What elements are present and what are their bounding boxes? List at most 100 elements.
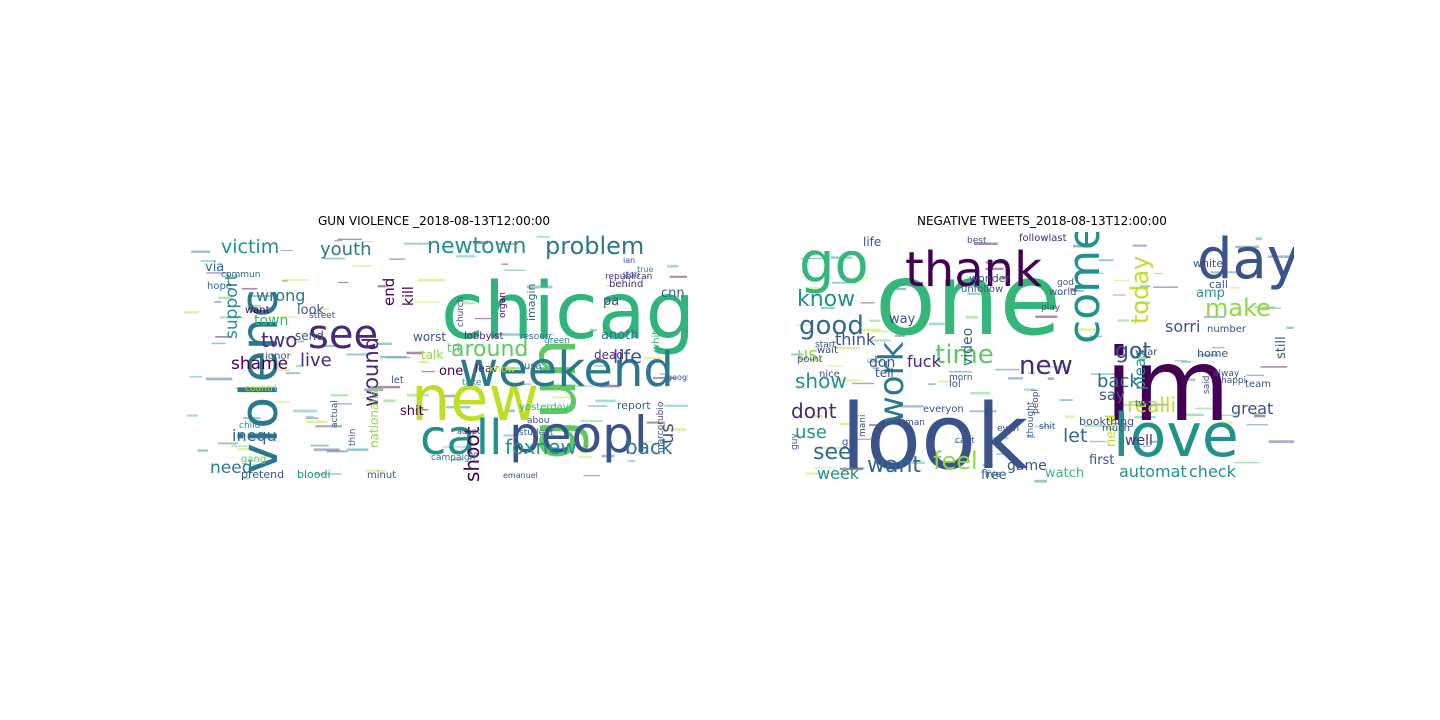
tiny-word-mark — [813, 467, 834, 469]
tiny-word-mark — [1154, 272, 1163, 275]
tiny-word-mark — [276, 369, 290, 372]
word-emanuel: emanuel — [503, 471, 538, 480]
tiny-word-mark — [1034, 479, 1047, 483]
word-hope: hope — [207, 281, 232, 292]
word-bookthing: bookthing — [1079, 415, 1134, 428]
tiny-word-mark — [1048, 366, 1068, 368]
tiny-word-mark — [406, 351, 423, 355]
tiny-word-mark — [346, 353, 372, 356]
word-cloud: one look im thank love day go come good work time k… — [789, 232, 1294, 484]
tiny-word-mark — [810, 358, 822, 362]
tiny-word-mark — [280, 249, 293, 252]
word-resourc: resourc — [520, 332, 553, 342]
word-campaign: campaign — [431, 453, 475, 463]
tiny-word-mark — [839, 423, 851, 425]
tiny-word-mark — [954, 441, 969, 444]
tiny-word-mark — [282, 280, 288, 282]
word-cnn: cnn — [661, 286, 685, 301]
word-want: want — [245, 305, 270, 316]
word-send: send — [295, 329, 324, 343]
word-via: via — [205, 260, 224, 275]
word-video: video — [960, 328, 976, 366]
tiny-word-mark — [642, 441, 652, 443]
tiny-word-mark — [445, 406, 471, 409]
word-got: got — [1115, 339, 1151, 364]
word-followlast: followlast — [1019, 233, 1067, 244]
tiny-word-mark — [231, 445, 248, 447]
tiny-word-mark — [1034, 425, 1052, 428]
tiny-word-mark — [346, 448, 369, 451]
tiny-word-mark — [994, 276, 1008, 278]
tiny-word-mark — [806, 472, 826, 475]
word-think: think — [835, 330, 876, 349]
word-new: new — [1019, 351, 1073, 381]
tiny-word-mark — [808, 287, 823, 290]
tiny-word-mark — [1065, 415, 1075, 418]
tiny-word-mark — [1091, 373, 1118, 375]
word-still: still — [1274, 336, 1289, 359]
tiny-word-mark — [826, 365, 843, 367]
word-come: come — [1059, 232, 1110, 344]
word-worst: worst — [413, 330, 446, 344]
word-watch: watch — [1045, 466, 1084, 481]
word-support: support — [222, 273, 242, 339]
tiny-word-mark — [297, 340, 305, 343]
word-one: one — [439, 364, 463, 379]
tiny-word-mark — [211, 342, 226, 345]
tiny-word-mark — [580, 420, 604, 422]
tiny-word-mark — [1246, 374, 1264, 377]
tiny-word-mark — [315, 425, 342, 428]
tiny-word-mark — [501, 367, 530, 370]
tiny-word-mark — [1110, 422, 1127, 425]
word-thank: thank — [905, 242, 1042, 298]
tiny-word-mark — [1264, 307, 1282, 309]
tiny-word-mark — [1229, 287, 1240, 289]
tiny-word-mark — [474, 317, 499, 320]
tiny-word-mark — [506, 383, 531, 385]
word-way: way — [889, 312, 916, 327]
tiny-word-mark — [386, 356, 411, 359]
tiny-word-mark — [965, 315, 978, 319]
word-know: know — [489, 364, 515, 375]
tiny-word-mark — [319, 308, 330, 310]
tiny-word-mark — [796, 324, 812, 327]
tiny-word-mark — [1081, 272, 1104, 274]
tiny-word-mark — [1090, 335, 1103, 338]
panel-title: GUN VIOLENCE _2018-08-13T12:00:00 — [318, 214, 551, 228]
tiny-word-mark — [623, 276, 635, 278]
tiny-word-mark — [1234, 462, 1260, 464]
tiny-word-mark — [973, 242, 998, 245]
tiny-word-mark — [573, 428, 582, 431]
word-lobbyist: lobbyist — [464, 331, 503, 342]
word-need: need — [210, 458, 252, 478]
tiny-word-mark — [1035, 315, 1058, 318]
tiny-word-mark — [452, 458, 464, 461]
tiny-word-mark — [1008, 377, 1024, 380]
tiny-word-mark — [200, 260, 217, 262]
tiny-word-mark — [1021, 279, 1043, 282]
tiny-word-mark — [1212, 346, 1225, 349]
word-sorri: sorri — [1165, 317, 1200, 336]
tiny-word-mark — [473, 242, 488, 244]
tiny-word-mark — [242, 476, 249, 480]
word-wound: wound — [359, 337, 383, 407]
word-student: student — [519, 428, 554, 438]
tiny-word-mark — [1001, 276, 1009, 279]
tiny-word-mark — [320, 344, 343, 347]
tiny-word-mark — [830, 256, 853, 259]
word-home: home — [1197, 347, 1228, 360]
word-adapt: adapt — [457, 427, 480, 436]
tiny-word-mark — [197, 449, 208, 452]
word-everyon: everyon — [923, 404, 964, 415]
word-unfollow: unfollow — [961, 284, 1003, 295]
tiny-word-mark — [1132, 244, 1147, 247]
tiny-word-mark — [337, 238, 362, 240]
tiny-word-mark — [1194, 407, 1212, 410]
tiny-word-mark — [191, 250, 211, 253]
tiny-word-mark — [508, 409, 516, 413]
tiny-word-mark — [1145, 403, 1169, 406]
tiny-word-mark — [813, 415, 824, 418]
tiny-word-mark — [872, 367, 880, 370]
word-want: want — [867, 453, 921, 478]
